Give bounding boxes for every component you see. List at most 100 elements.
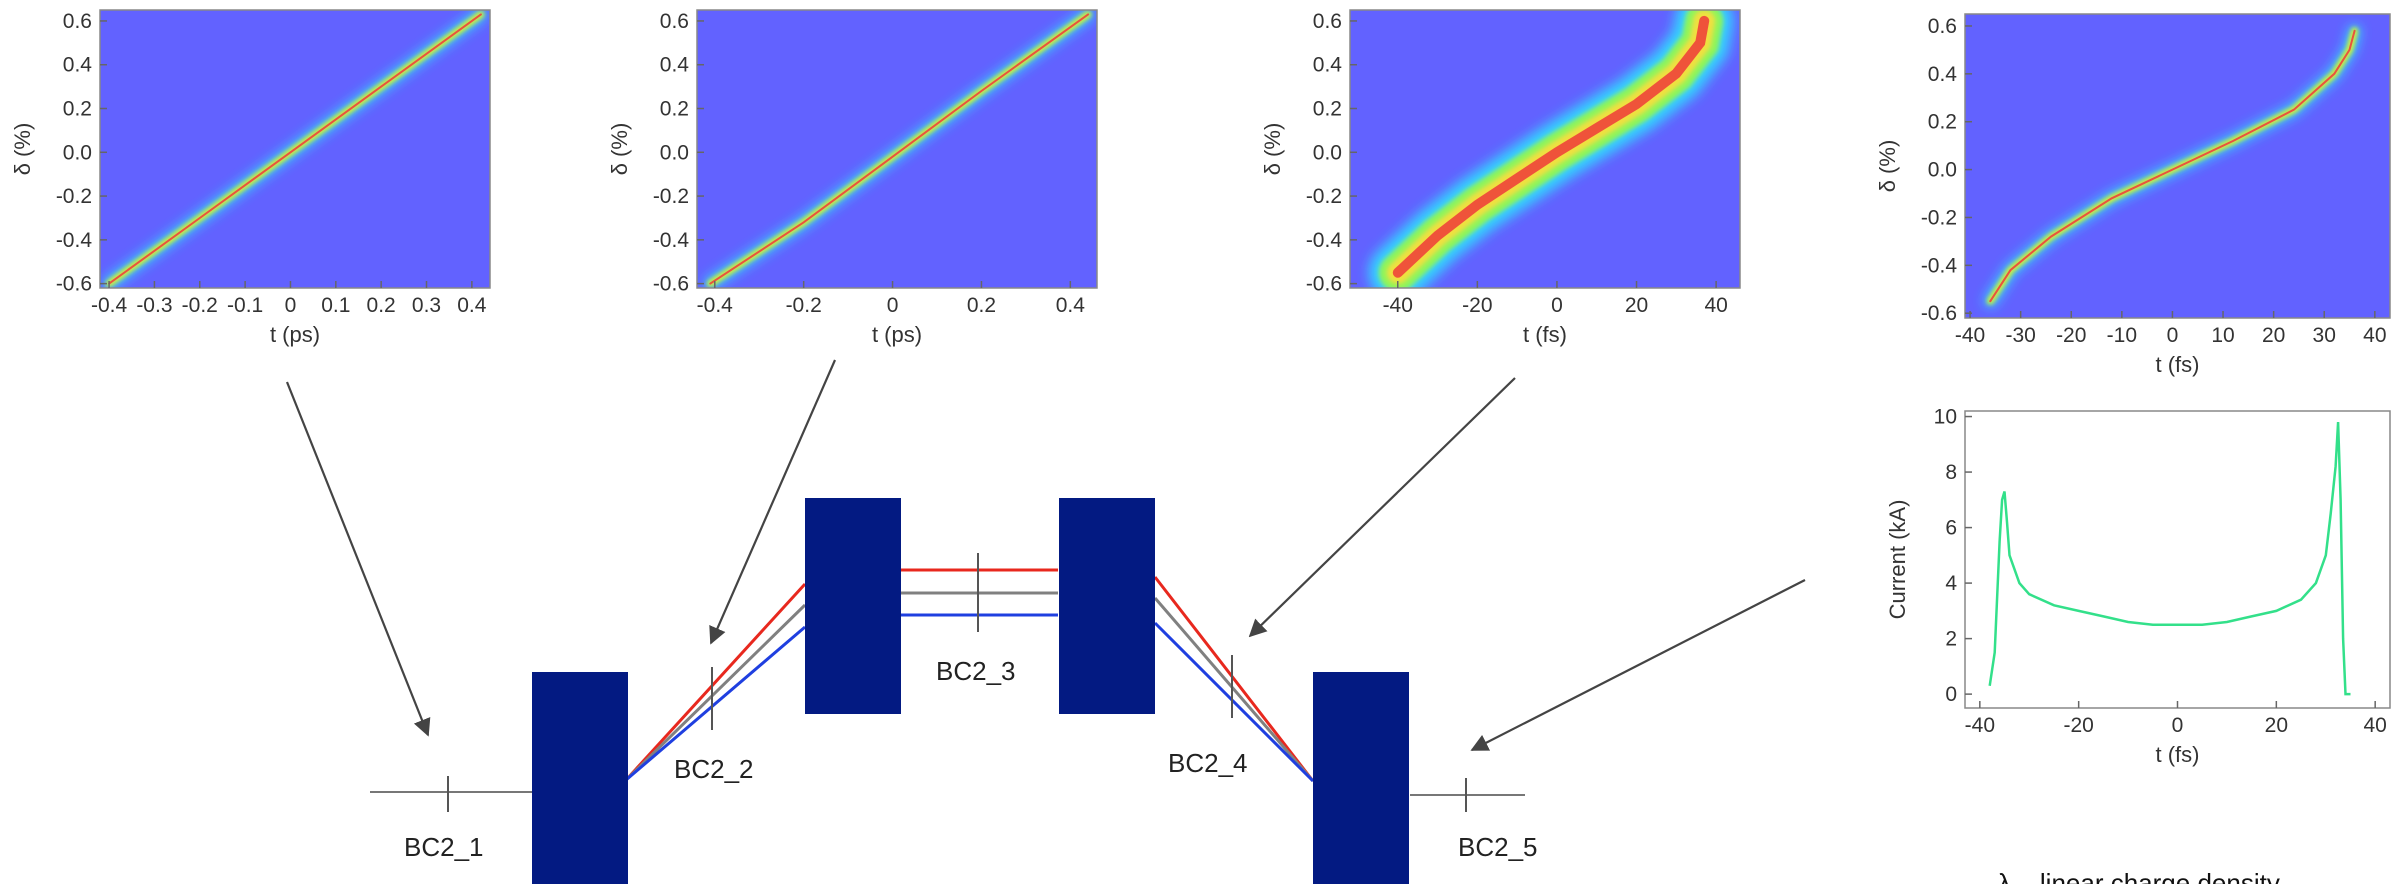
y-tick-label: -0.2 [653, 185, 689, 208]
x-tick-label: 40 [1704, 294, 1727, 317]
chart-3: -40 -20 0 20 40 -0.6 -0.4 -0.2 0.0 0.2 0.4 0.6 t (fs… [1260, 9, 1741, 347]
y-tick-label: 10 [1934, 406, 1957, 429]
x-tick-label: 30 [2313, 324, 2336, 347]
beam-peak [1989, 29, 2356, 303]
dipole-2 [805, 498, 901, 714]
y-tick-label: -0.6 [1921, 302, 1957, 325]
station-label-bc2-5: BC2_5 [1458, 832, 1538, 862]
y-tick-label: 0.2 [1313, 98, 1342, 121]
y-axis-label: δ (%) [10, 123, 35, 176]
x-tick-label: 0.4 [1056, 294, 1086, 317]
x-tick-label: -40 [1965, 714, 1995, 737]
station-label-bc2-1: BC2_1 [404, 832, 484, 862]
x-tick-label: -0.2 [182, 294, 218, 317]
y-tick-label: -0.4 [56, 229, 93, 252]
x-tick-label: -20 [1462, 294, 1492, 317]
y-tick-label: 0.2 [660, 98, 689, 121]
plot-area [1965, 411, 2390, 708]
x-tick-label: 0 [887, 294, 899, 317]
y-tick-label: 4 [1945, 572, 1957, 595]
y-tick-label: 0.4 [1928, 63, 1958, 86]
x-tick-label: 0 [1551, 294, 1563, 317]
x-tick-label: 0.2 [367, 294, 396, 317]
y-tick-label: -0.4 [1921, 254, 1958, 277]
plot-frame [1349, 9, 1741, 289]
x-tick-label: 0.2 [967, 294, 996, 317]
y-tick-label: 0.6 [660, 10, 689, 33]
y-tick-label: -0.6 [1306, 273, 1342, 296]
x-tick-label: -0.2 [786, 294, 822, 317]
arrow-to-bc2-5 [1470, 579, 1806, 751]
chart-5: -40 -20 0 20 40 0 2 4 6 8 10 t (fs) Current (kA) [1885, 406, 2391, 767]
y-tick-label: 0.0 [1928, 159, 1957, 182]
y-tick-label: 0 [1945, 683, 1957, 706]
x-tick-label: -20 [2056, 324, 2086, 347]
y-tick-label: 0.0 [660, 141, 689, 164]
y-axis-label: δ (%) [1875, 140, 1900, 193]
x-tick-label: -0.4 [91, 294, 128, 317]
station-label-bc2-2: BC2_2 [674, 754, 754, 784]
x-tick-label: -30 [2005, 324, 2035, 347]
x-tick-label: -0.1 [227, 294, 263, 317]
y-axis-label: δ (%) [607, 123, 632, 176]
note-linear-charge-density: λ – linear charge density [1998, 868, 2280, 884]
y-tick-label: 0.4 [660, 54, 690, 77]
chart-4: -40 -30 -20 -10 0 10 20 30 40 -0.6 -0.4 -0.2 0.0 0.2 0… [1875, 13, 2391, 377]
x-tick-label: 20 [2265, 714, 2288, 737]
chart-2: -0.4 -0.2 0 0.2 0.4 -0.6 -0.4 -0.2 0.0 0.2 0.4 0.6 t… [607, 9, 1098, 347]
x-axis-label: t (ps) [872, 322, 922, 347]
x-tick-label: -0.4 [697, 294, 734, 317]
y-tick-label: -0.4 [1306, 229, 1343, 252]
beam-peak [709, 13, 1090, 285]
y-tick-label: 8 [1945, 461, 1957, 484]
x-tick-label: 40 [2363, 714, 2386, 737]
y-tick-label: 0.2 [1928, 111, 1957, 134]
x-tick-label: 20 [1625, 294, 1648, 317]
y-tick-label: 0.4 [1313, 54, 1343, 77]
arrow-to-bc2-2 [709, 359, 837, 645]
x-tick-label: 0 [2167, 324, 2179, 347]
x-tick-label: -20 [2063, 714, 2093, 737]
pointer-arrows [285, 359, 1806, 751]
chicane-diagram: BC2_1 BC2_2 BC2_3 BC2_4 BC2_5 [370, 498, 1538, 884]
arrow-to-bc2-1 [285, 381, 431, 737]
y-tick-label: 2 [1945, 628, 1957, 651]
y-tick-label: 6 [1945, 517, 1957, 540]
x-axis-label: t (fs) [1523, 322, 1567, 347]
x-tick-label: 10 [2211, 324, 2234, 347]
x-tick-label: -40 [1383, 294, 1413, 317]
y-tick-label: -0.2 [1306, 185, 1342, 208]
y-tick-label: -0.6 [653, 273, 689, 296]
x-axis-label: t (ps) [270, 322, 320, 347]
dipole-3 [1059, 498, 1155, 714]
x-tick-label: 0.1 [321, 294, 350, 317]
y-tick-label: -0.2 [1921, 206, 1957, 229]
x-axis-label: t (fs) [2156, 352, 2200, 377]
dipole-1 [532, 672, 628, 884]
x-tick-label: 40 [2363, 324, 2386, 347]
y-tick-label: 0.0 [1313, 141, 1342, 164]
plot-frame [99, 9, 491, 289]
x-tick-label: 0 [285, 294, 297, 317]
y-tick-label: -0.2 [56, 185, 92, 208]
y-axis-label: Current (kA) [1885, 500, 1910, 620]
plot-frame [1964, 13, 2391, 319]
y-tick-label: 0.0 [63, 141, 92, 164]
x-tick-label: 0 [2172, 714, 2184, 737]
station-label-bc2-3: BC2_3 [936, 656, 1016, 686]
x-axis-label: t (fs) [2156, 742, 2200, 767]
y-tick-label: 0.6 [63, 10, 92, 33]
beam-peak [108, 13, 482, 285]
chart-1: -0.4 -0.3 -0.2 -0.1 0 0.1 0.2 0.3 0.4-0.6-0.4-0.… [10, 9, 491, 347]
x-tick-label: 20 [2262, 324, 2285, 347]
y-tick-label: 0.4 [63, 54, 93, 77]
x-tick-label: -10 [2107, 324, 2137, 347]
y-tick-label: 0.6 [1928, 15, 1957, 38]
y-tick-label: -0.4 [653, 229, 690, 252]
y-tick-label: -0.6 [56, 273, 92, 296]
station-label-bc2-4: BC2_4 [1168, 748, 1248, 778]
y-tick-label: 0.2 [63, 98, 92, 121]
dipole-4 [1313, 672, 1409, 884]
plot-frame [696, 9, 1098, 289]
